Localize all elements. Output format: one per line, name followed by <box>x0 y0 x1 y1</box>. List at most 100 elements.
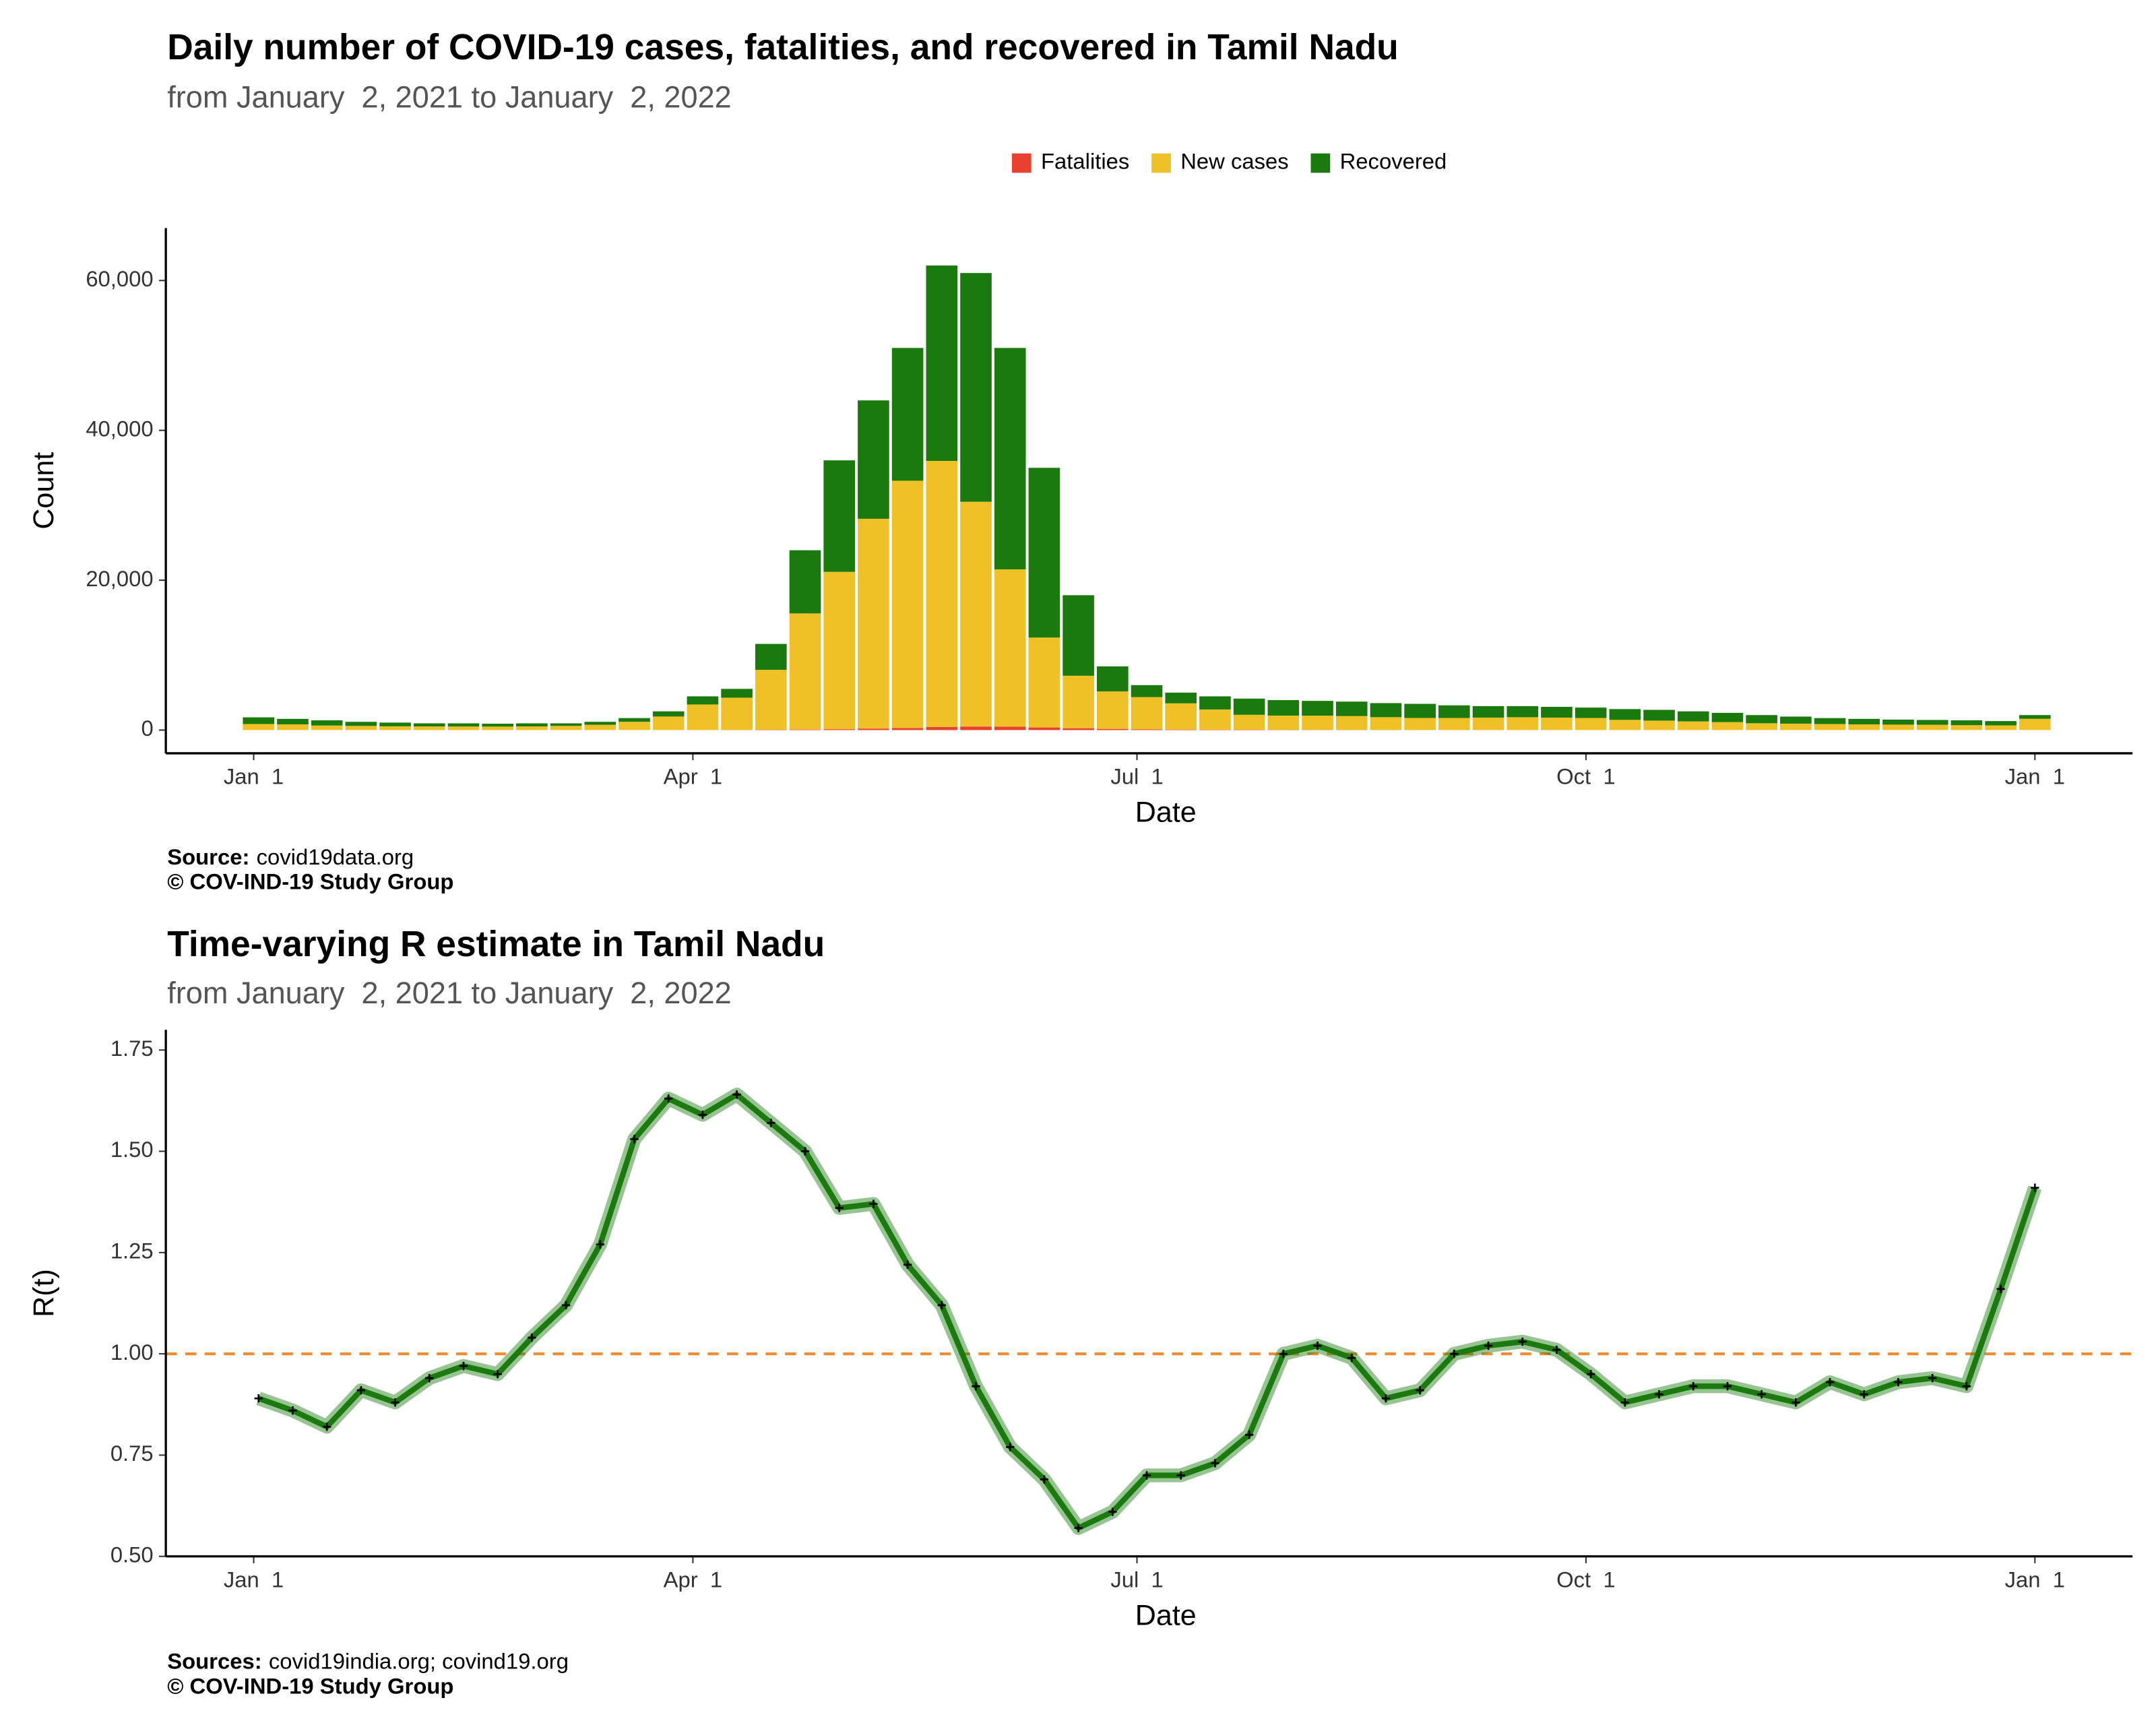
bar <box>926 726 958 730</box>
r-point <box>596 1240 604 1249</box>
r-point <box>664 1094 673 1103</box>
bar <box>1643 710 1675 721</box>
bar <box>926 461 958 727</box>
r-point <box>732 1090 741 1099</box>
bar <box>1267 699 1300 716</box>
bar <box>891 480 924 728</box>
bar <box>1575 708 1607 718</box>
bar <box>1746 723 1777 730</box>
r-band <box>256 1088 2041 1535</box>
x-tick-label: Jan 1 <box>2005 764 2065 789</box>
r-point <box>1586 1370 1595 1379</box>
bar <box>1370 703 1402 718</box>
y-tick-label: 0.50 <box>110 1542 154 1567</box>
bar <box>1438 705 1470 718</box>
r-point <box>1825 1378 1835 1387</box>
bar <box>652 716 685 730</box>
r-point <box>1723 1382 1732 1391</box>
bar <box>652 711 685 717</box>
bar <box>1302 716 1333 730</box>
bar <box>379 726 411 730</box>
r-point <box>1655 1390 1663 1399</box>
y-axis-title: R(t) <box>28 1269 60 1317</box>
r-point <box>254 1394 263 1403</box>
bar <box>2019 715 2051 719</box>
r-point <box>1484 1341 1493 1350</box>
r-point <box>1108 1507 1117 1516</box>
bar <box>1233 698 1265 715</box>
bar <box>413 726 445 730</box>
r-point <box>1450 1349 1459 1358</box>
chart: Daily number of COVID-19 cases, fataliti… <box>28 28 2133 893</box>
bar <box>1541 707 1573 718</box>
r-point <box>1928 1374 1937 1383</box>
r-point <box>1348 1354 1356 1362</box>
bar <box>1882 724 1914 730</box>
r-point <box>1620 1398 1629 1407</box>
y-tick-label: 1.75 <box>110 1036 154 1061</box>
chart-subtitle: from January 2, 2021 to January 2, 2022 <box>167 976 732 1010</box>
bar <box>1541 717 1573 730</box>
bar <box>1609 720 1641 730</box>
chart: Time-varying R estimate in Tamil Nadu fro… <box>28 924 2133 1698</box>
y-tick-label: 1.50 <box>110 1137 154 1162</box>
y-tick-label: 1.00 <box>110 1340 154 1365</box>
bar <box>482 724 514 727</box>
bar <box>1165 692 1197 703</box>
bar <box>1814 724 1846 730</box>
r-point <box>835 1203 844 1212</box>
bar <box>1131 697 1163 730</box>
r-point <box>1211 1459 1219 1468</box>
r-point <box>767 1119 775 1127</box>
r-point <box>937 1300 946 1310</box>
bar <box>619 718 650 722</box>
bar <box>1335 716 1368 730</box>
r-point <box>800 1147 810 1156</box>
r-point <box>1006 1443 1015 1451</box>
chart-subtitle: from January 2, 2021 to January 2, 2022 <box>167 80 732 115</box>
bar <box>960 726 992 730</box>
r-point <box>1176 1471 1185 1480</box>
r-point <box>1142 1471 1151 1480</box>
bar <box>447 726 480 730</box>
r-point <box>1244 1431 1254 1439</box>
bar <box>584 722 616 725</box>
bar <box>1131 685 1163 697</box>
bar <box>1780 716 1812 724</box>
bar <box>1096 691 1129 729</box>
source-label: Source: <box>167 844 249 869</box>
r-point <box>1894 1378 1903 1387</box>
legend: Fatalities New cases Recovered <box>1011 149 1447 174</box>
bar <box>1985 725 2017 730</box>
copyright: © COV-IND-19 Study Group <box>167 869 453 893</box>
bar <box>687 696 719 705</box>
bar <box>345 726 377 730</box>
bar <box>584 724 616 730</box>
r-point <box>1552 1345 1561 1354</box>
bar <box>1609 709 1641 720</box>
r-point <box>1792 1398 1800 1407</box>
y-tick-label: 60,000 <box>86 266 153 291</box>
bar <box>858 400 889 519</box>
bar <box>823 460 856 572</box>
bar <box>858 728 889 730</box>
bar <box>789 550 821 614</box>
bar <box>1096 728 1129 730</box>
y-tick-label: 40,000 <box>86 416 153 441</box>
r-point <box>1381 1394 1391 1403</box>
bar <box>1063 728 1094 730</box>
x-axis-title: Date <box>1135 1599 1197 1631</box>
bar <box>891 728 924 730</box>
chart-title: Time-varying R estimate in Tamil Nadu <box>167 924 825 964</box>
legend-swatch <box>1310 153 1331 173</box>
r-point <box>1860 1390 1868 1399</box>
bar <box>823 571 856 730</box>
bar <box>1882 719 1914 725</box>
bar <box>1711 722 1744 730</box>
bar <box>1472 705 1504 718</box>
bar <box>345 722 377 726</box>
bar <box>721 697 753 730</box>
bar <box>1507 717 1539 730</box>
bar <box>994 569 1026 727</box>
